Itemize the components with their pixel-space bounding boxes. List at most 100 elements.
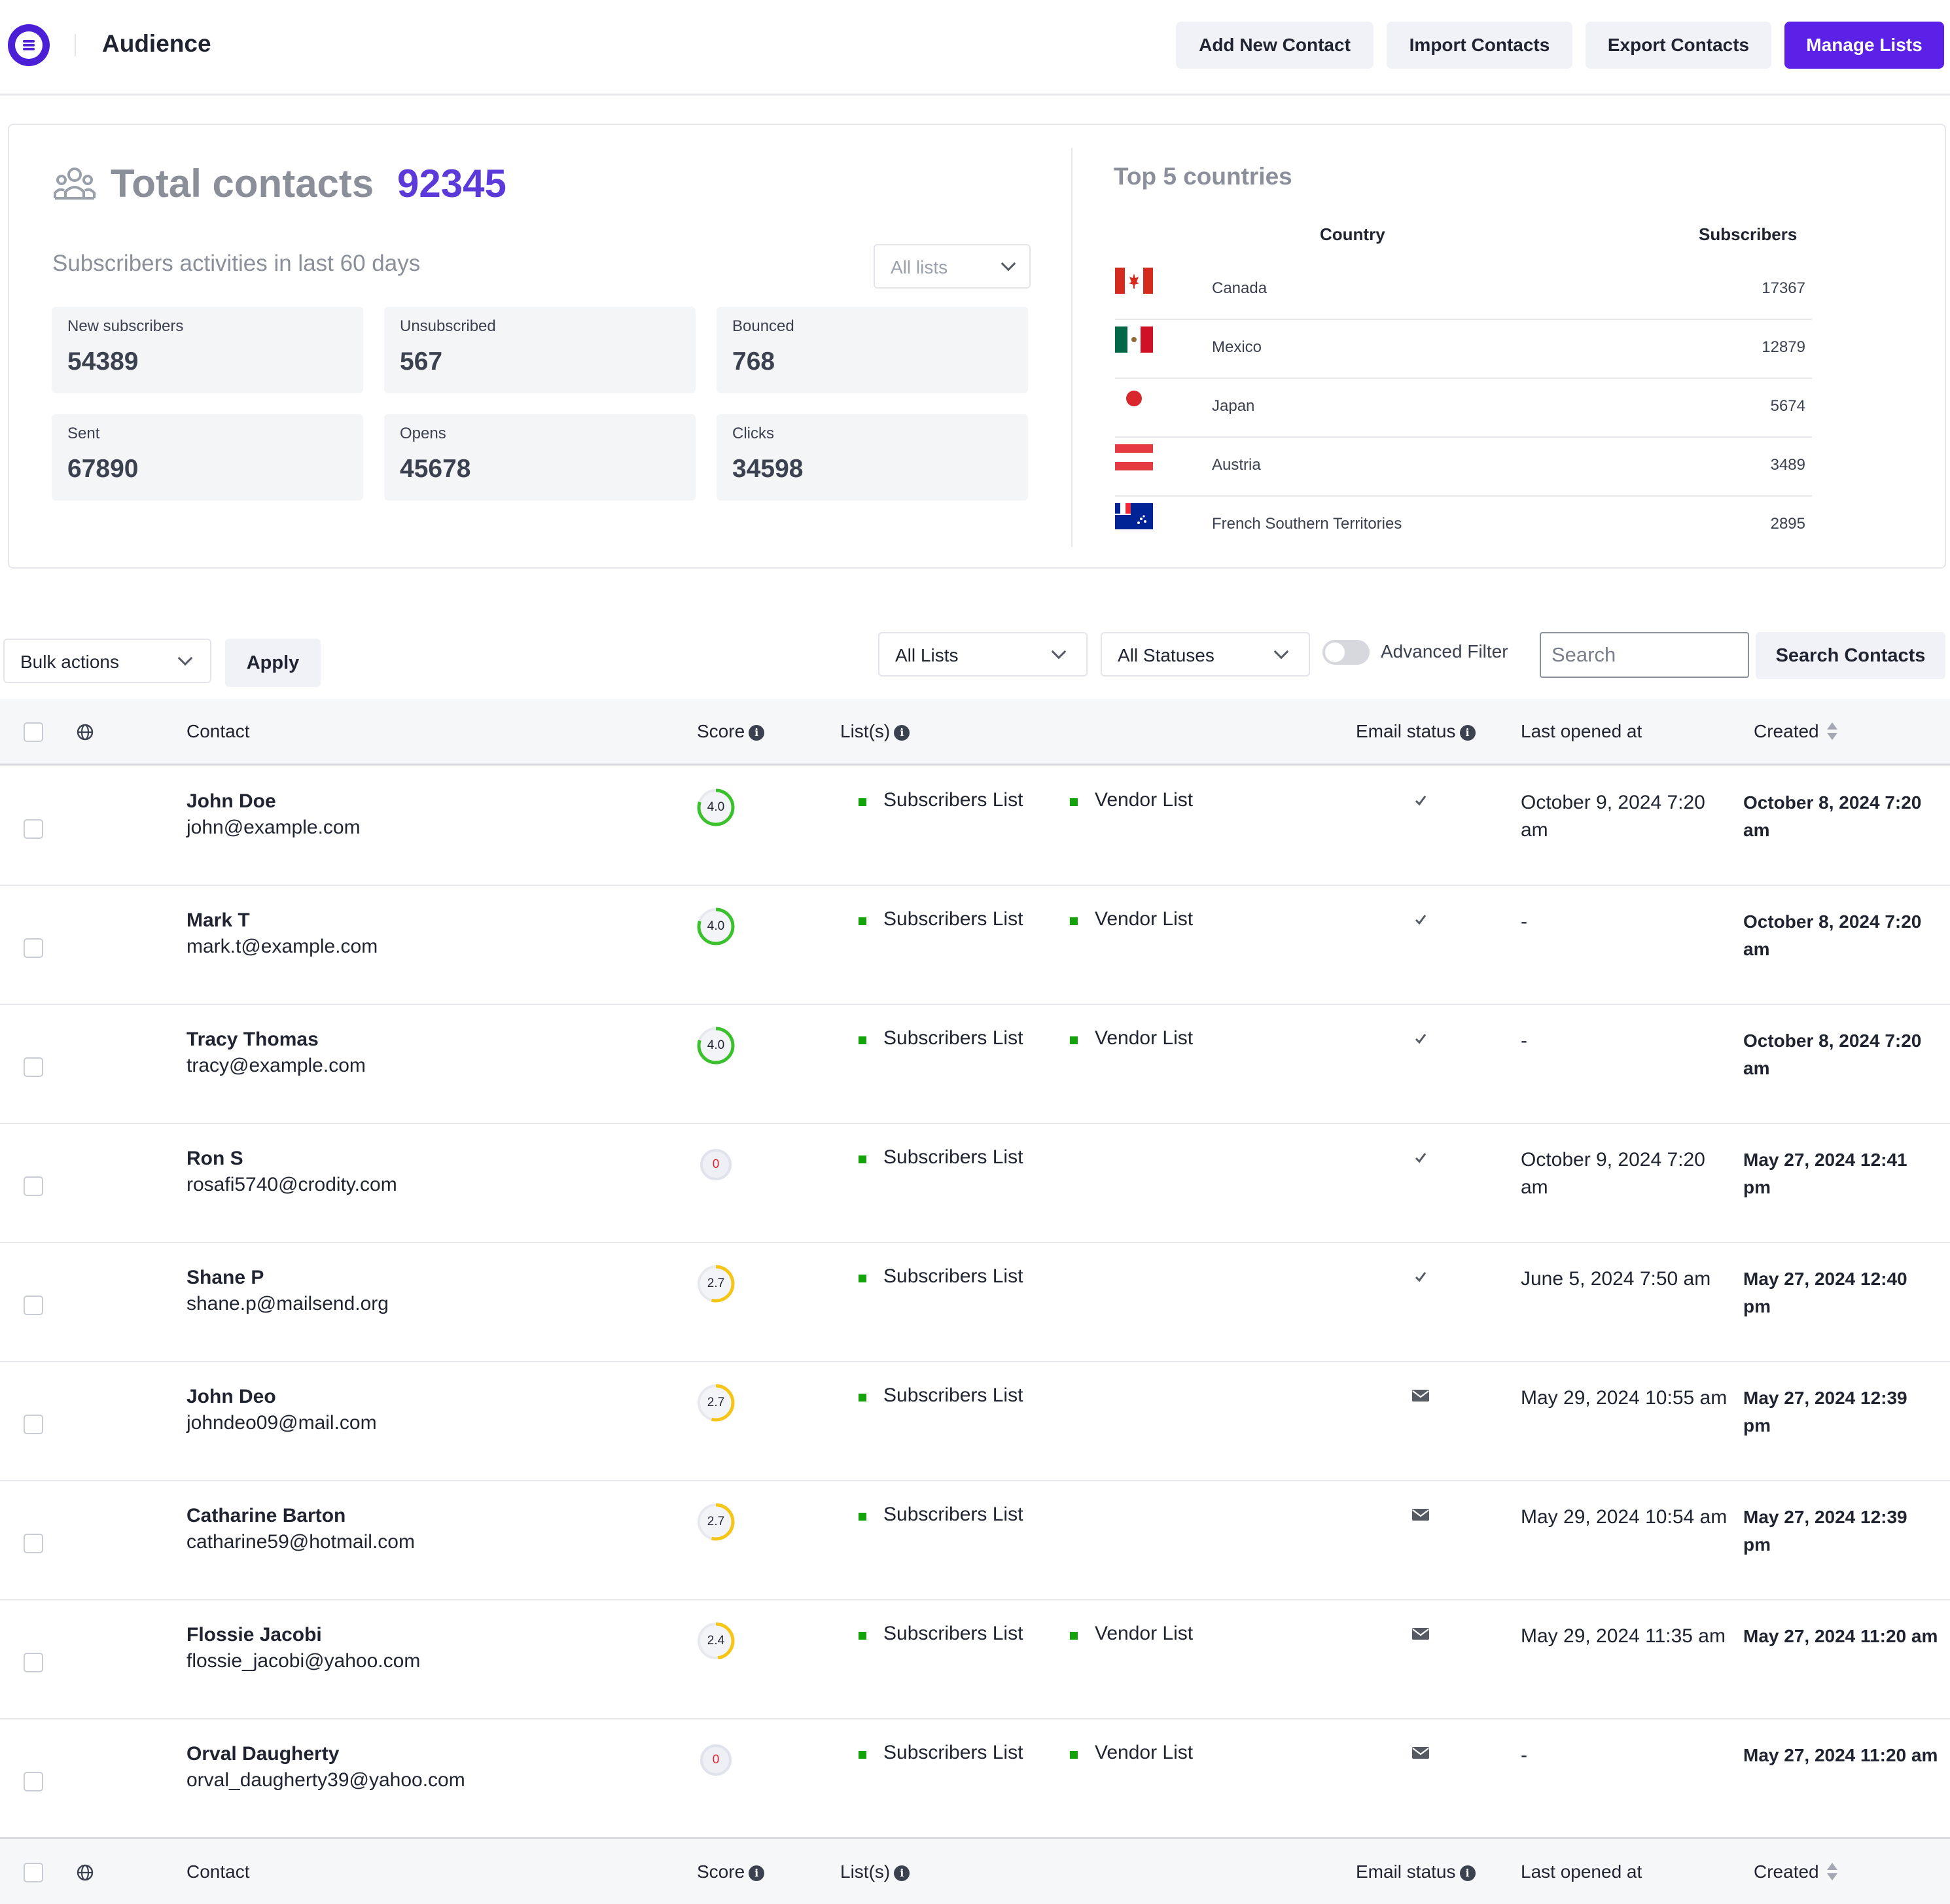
list-tag[interactable]: Vendor List — [1070, 1623, 1193, 1645]
table-row[interactable]: Shane P shane.p@mailsend.org 2.7 Subscriber… — [0, 1243, 1950, 1362]
contact-column-header[interactable]: Contact — [186, 1861, 250, 1882]
import-contacts-button[interactable]: Import Contacts — [1387, 22, 1572, 69]
info-icon[interactable]: i — [749, 1865, 765, 1881]
contact-name[interactable]: Tracy Thomas — [186, 1029, 319, 1050]
search-input[interactable] — [1540, 632, 1749, 678]
bulk-actions-select[interactable]: Bulk actions — [3, 639, 211, 683]
list-tag[interactable]: Subscribers List — [859, 1265, 1023, 1288]
sort-icon[interactable] — [1827, 1863, 1837, 1882]
contact-name[interactable]: John Doe — [186, 790, 276, 812]
last-opened-value: May 29, 2024 11:35 am — [1521, 1625, 1726, 1647]
row-checkbox[interactable] — [24, 1296, 43, 1315]
select-all-checkbox-footer[interactable] — [24, 1863, 43, 1882]
list-tag[interactable]: Vendor List — [1070, 908, 1193, 930]
stat-card-clicks: Clicks 34598 — [717, 414, 1028, 501]
lists-column-header[interactable]: List(s) i — [840, 721, 910, 742]
export-contacts-button[interactable]: Export Contacts — [1586, 22, 1771, 69]
table-row[interactable]: Ron S rosafi5740@crodity.com 0 Subscribers … — [0, 1124, 1950, 1243]
table-row[interactable]: Tracy Thomas tracy@example.com 4.0 Subscrib… — [0, 1005, 1950, 1124]
created-column-header[interactable]: Created — [1754, 721, 1819, 741]
score-column-header[interactable]: Score i — [697, 1861, 765, 1882]
info-icon[interactable]: i — [894, 724, 910, 741]
statuses-filter-select[interactable]: All Statuses — [1101, 632, 1310, 677]
row-checkbox[interactable] — [24, 1415, 43, 1434]
stat-card-value: 67890 — [67, 455, 139, 483]
table-row[interactable]: Mark T mark.t@example.com 4.0 Subscribers L… — [0, 886, 1950, 1005]
contact-name[interactable]: Ron S — [186, 1148, 243, 1169]
select-all-checkbox[interactable] — [24, 722, 43, 742]
table-row[interactable]: Flossie Jacobi flossie_jacobi@yahoo.com 2.… — [0, 1600, 1950, 1719]
contact-column-header[interactable]: Contact — [186, 721, 250, 741]
contact-name[interactable]: Catharine Barton — [186, 1505, 346, 1526]
email-status-column-header[interactable]: Email status i — [1356, 721, 1476, 742]
list-status-dot-icon — [1070, 1751, 1078, 1759]
last-opened-column-header[interactable]: Last opened at — [1521, 721, 1642, 741]
list-tag[interactable]: Subscribers List — [859, 1146, 1023, 1169]
table-row[interactable]: John Doe john@example.com 4.0 Subscribers L… — [0, 767, 1950, 886]
table-row[interactable]: John Deo johndeo09@mail.com 2.7 Subscribers… — [0, 1362, 1950, 1481]
row-checkbox[interactable] — [24, 1772, 43, 1791]
row-checkbox[interactable] — [24, 819, 43, 839]
total-contacts-label: Total contacts — [111, 162, 374, 205]
envelope-icon — [1412, 1390, 1429, 1402]
row-checkbox[interactable] — [24, 1653, 43, 1672]
list-tag[interactable]: Vendor List — [1070, 1027, 1193, 1049]
row-checkbox[interactable] — [24, 1534, 43, 1553]
info-icon[interactable]: i — [749, 724, 765, 741]
list-tag[interactable]: Subscribers List — [859, 1504, 1023, 1526]
contact-name[interactable]: Flossie Jacobi — [186, 1624, 322, 1646]
row-checkbox[interactable] — [24, 1057, 43, 1077]
email-status-header-label: Email status — [1356, 1861, 1456, 1882]
contact-email: john@example.com — [186, 817, 361, 838]
lists-column-header[interactable]: List(s) i — [840, 1861, 910, 1882]
info-icon[interactable]: i — [1459, 724, 1476, 741]
created-value: May 27, 2024 12:41 pm — [1743, 1150, 1907, 1197]
created-column-header[interactable]: Created — [1754, 1861, 1819, 1882]
row-checkbox[interactable] — [24, 938, 43, 958]
top-countries-title: Top 5 countries — [1114, 163, 1292, 190]
row-checkbox[interactable] — [24, 1176, 43, 1196]
info-icon[interactable]: i — [894, 1865, 910, 1881]
check-icon — [1415, 915, 1427, 925]
list-tag[interactable]: Subscribers List — [859, 1027, 1023, 1049]
contact-name[interactable]: Shane P — [186, 1267, 264, 1288]
score-column-header[interactable]: Score i — [697, 721, 765, 742]
last-opened-column-header[interactable]: Last opened at — [1521, 1861, 1642, 1882]
score-ring — [697, 1027, 735, 1065]
list-tag[interactable]: Vendor List — [1070, 1742, 1193, 1764]
manage-lists-button[interactable]: Manage Lists — [1784, 22, 1944, 69]
apply-button[interactable]: Apply — [225, 639, 321, 687]
list-status-dot-icon — [1070, 917, 1078, 925]
score-ring — [700, 1149, 732, 1180]
list-tag[interactable]: Subscribers List — [859, 908, 1023, 930]
activity-list-select[interactable]: All lists — [874, 244, 1031, 289]
list-tag[interactable]: Subscribers List — [859, 789, 1023, 811]
score-value: 4.0 — [707, 800, 725, 814]
app-logo-icon[interactable] — [8, 24, 50, 66]
list-tag[interactable]: Subscribers List — [859, 1623, 1023, 1645]
contact-name[interactable]: Mark T — [186, 909, 250, 931]
list-tag-label: Subscribers List — [883, 1146, 1023, 1168]
search-contacts-button[interactable]: Search Contacts — [1756, 632, 1945, 679]
sort-icon[interactable] — [1827, 722, 1837, 742]
lists-header-label: List(s) — [840, 1861, 891, 1882]
stat-card-value: 567 — [400, 347, 443, 376]
list-tag[interactable]: Subscribers List — [859, 1742, 1023, 1764]
lists-filter-select[interactable]: All Lists — [878, 632, 1088, 677]
info-icon[interactable]: i — [1459, 1865, 1476, 1881]
table-row[interactable]: Catharine Barton catharine59@hotmail.com 2… — [0, 1481, 1950, 1600]
score-ring — [697, 1622, 735, 1660]
advanced-filter-toggle[interactable] — [1322, 640, 1370, 665]
contact-name[interactable]: Orval Daugherty — [186, 1743, 340, 1765]
advanced-filter-label: Advanced Filter — [1381, 641, 1508, 661]
list-tag[interactable]: Subscribers List — [859, 1384, 1023, 1407]
list-tag[interactable]: Vendor List — [1070, 789, 1193, 811]
stat-card-bounced: Bounced 768 — [717, 307, 1028, 393]
contact-name[interactable]: John Deo — [186, 1386, 276, 1407]
list-tag-label: Subscribers List — [883, 908, 1023, 930]
score-badge: 4.0 — [695, 1025, 737, 1067]
email-status-column-header[interactable]: Email status i — [1356, 1861, 1476, 1882]
table-row[interactable]: Orval Daugherty orval_daugherty39@yahoo.c… — [0, 1719, 1950, 1839]
mexico-flag-icon — [1115, 326, 1153, 353]
add-new-contact-button[interactable]: Add New Contact — [1176, 22, 1374, 69]
